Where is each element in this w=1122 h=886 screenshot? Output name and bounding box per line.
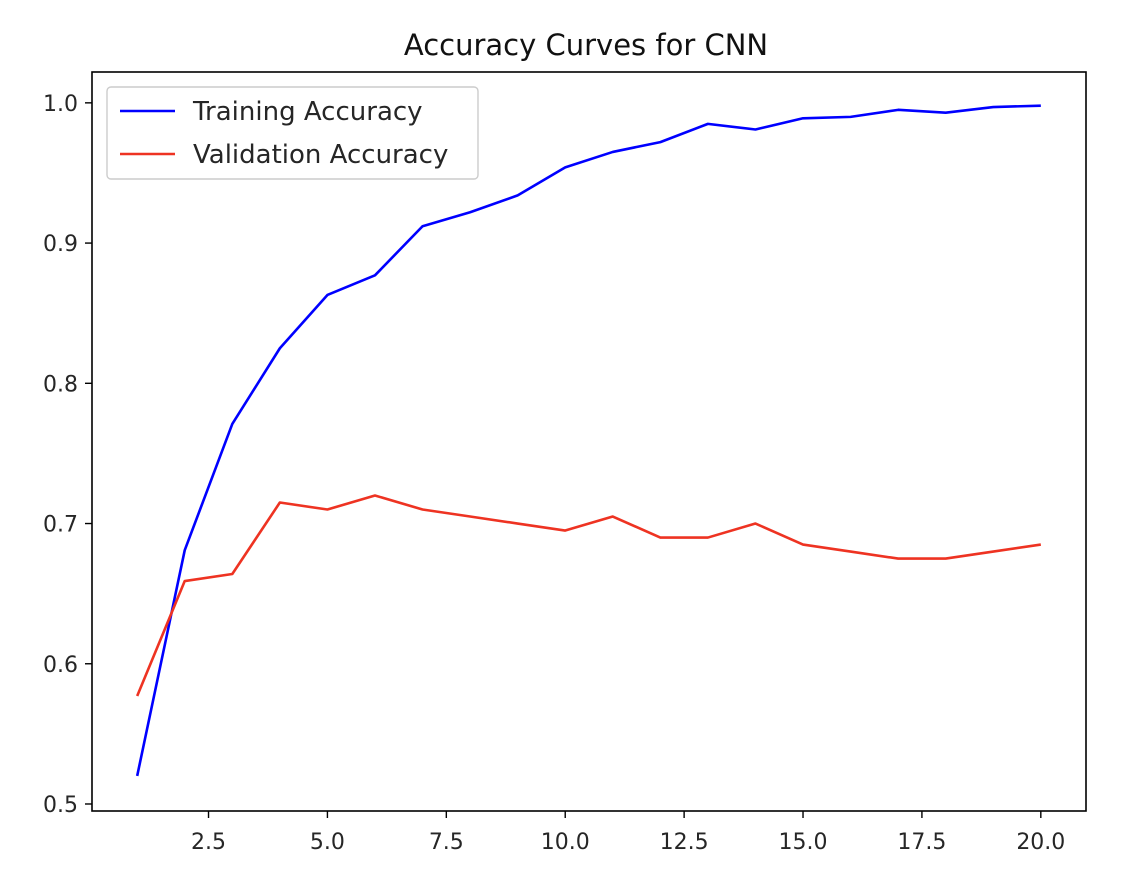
x-tick-label: 2.5 — [191, 830, 226, 855]
y-tick-label: 0.5 — [43, 793, 78, 818]
legend-label-validation-accuracy: Validation Accuracy — [193, 140, 448, 170]
y-tick-label: 0.6 — [43, 653, 78, 678]
chart-title: Accuracy Curves for CNN — [404, 28, 768, 62]
y-tick-label: 0.7 — [43, 513, 78, 538]
y-tick-label: 1.0 — [43, 92, 78, 117]
x-tick-label: 10.0 — [541, 830, 590, 855]
x-tick-label: 12.5 — [660, 830, 709, 855]
x-axis: 2.5 5.0 7.5 10.0 12.5 15.0 17.5 20.0 — [191, 811, 1065, 855]
plot-frame — [91, 71, 1087, 812]
y-axis: 0.5 0.6 0.7 0.8 0.9 1.0 — [43, 92, 92, 818]
x-tick-label: 7.5 — [429, 830, 464, 855]
x-tick-label: 15.0 — [779, 830, 828, 855]
y-tick-label: 0.8 — [43, 372, 78, 397]
x-tick-label: 17.5 — [897, 830, 946, 855]
legend-label-training-accuracy: Training Accuracy — [192, 97, 423, 127]
series-layer — [135, 104, 1042, 777]
series-line-validation-accuracy — [135, 494, 1042, 697]
x-tick-label: 20.0 — [1016, 830, 1065, 855]
legend: Training Accuracy Validation Accuracy — [106, 86, 479, 180]
x-tick-label: 5.0 — [310, 830, 345, 855]
legend-box — [106, 86, 479, 180]
y-tick-label: 0.9 — [43, 232, 78, 257]
series-line-training-accuracy — [135, 104, 1041, 777]
